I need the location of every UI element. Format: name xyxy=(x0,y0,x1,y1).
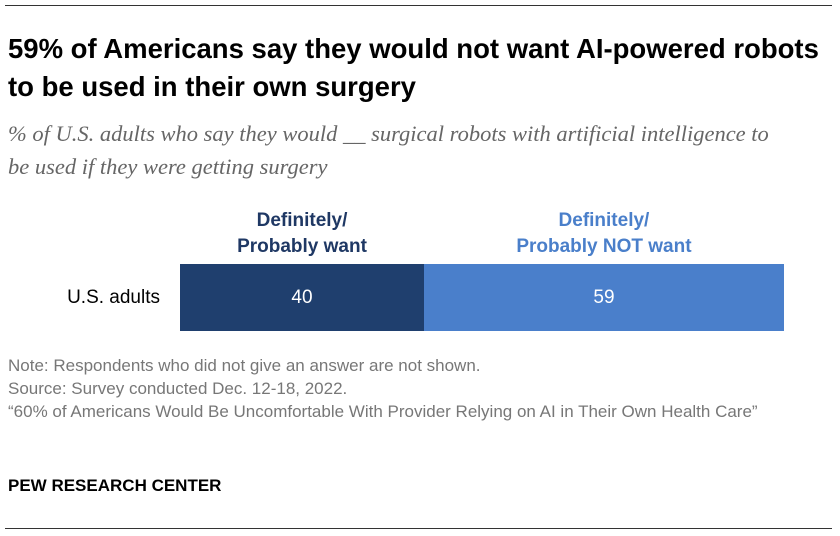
value-label: 40 xyxy=(291,287,313,308)
value-label: 59 xyxy=(593,287,615,308)
note: Source: Survey conducted Dec. 12-18, 202… xyxy=(8,379,348,398)
legend-label: Definitely/ Probably NOT want xyxy=(516,210,692,257)
bar-segment xyxy=(424,264,784,331)
bottom-rule xyxy=(5,528,832,529)
chart-subtitle: % of U.S. adults who say they would __ s… xyxy=(8,121,769,179)
legend-label: Definitely/ Probably want xyxy=(237,210,367,257)
category-label: U.S. adults xyxy=(67,287,160,308)
footer: PEW RESEARCH CENTER xyxy=(8,476,222,495)
notes: Note: Respondents who did not give an an… xyxy=(8,354,788,423)
note: Note: Respondents who did not give an an… xyxy=(8,356,481,375)
top-rule xyxy=(5,5,832,6)
bar-segment xyxy=(180,264,424,331)
note: “60% of Americans Would Be Uncomfortable… xyxy=(8,402,758,421)
chart-title: 59% of Americans say they would not want… xyxy=(8,33,819,102)
